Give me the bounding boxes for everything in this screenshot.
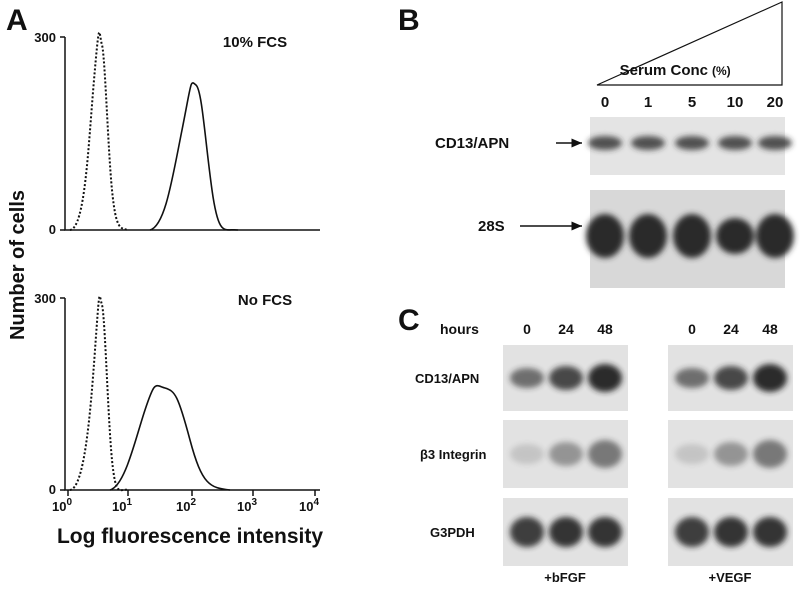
lane-label: 20 <box>767 94 784 111</box>
y-tick: 300 <box>34 30 56 45</box>
band <box>753 517 787 547</box>
band <box>673 214 711 258</box>
tick-exp: 2 <box>190 497 196 508</box>
row-label: 28S <box>478 218 505 235</box>
band <box>675 444 709 464</box>
tick-base: 10 <box>237 499 251 514</box>
band <box>588 364 622 392</box>
row-label: G3PDH <box>430 525 475 540</box>
condition: No FCS <box>238 292 292 309</box>
band <box>753 364 787 392</box>
x-ticks: 100 101 102 103 104 <box>52 497 319 514</box>
band <box>753 440 787 468</box>
gradient-triangle <box>596 1 783 86</box>
lane-label: 48 <box>762 321 778 337</box>
gradient-label: Serum Conc <box>620 62 708 79</box>
y-axis-title: Number of cells <box>7 190 29 340</box>
band <box>629 214 667 258</box>
x-tick: 100 <box>52 497 72 514</box>
lane-label: 24 <box>558 321 574 337</box>
panel-label: C <box>398 304 420 337</box>
lane-label: 0 <box>601 94 609 111</box>
band <box>586 214 624 258</box>
group-label: +VEGF <box>709 570 752 585</box>
band <box>549 442 583 466</box>
tick-exp: 3 <box>251 497 257 508</box>
band <box>631 136 665 150</box>
band <box>588 440 622 468</box>
axes <box>60 36 320 496</box>
band <box>549 366 583 390</box>
band <box>675 517 709 547</box>
condition: 10% FCS <box>223 34 287 51</box>
tick-base: 10 <box>299 499 313 514</box>
row-label: CD13/APN <box>435 135 509 152</box>
y-tick: 0 <box>49 482 56 497</box>
band <box>510 517 544 547</box>
bands <box>586 136 794 258</box>
band <box>588 136 622 150</box>
tick-base: 10 <box>112 499 126 514</box>
panel-label: A <box>6 4 28 37</box>
gradient-unit: (%) <box>712 64 731 78</box>
tick-exp: 4 <box>313 497 319 508</box>
histograms <box>69 31 239 492</box>
x-axis-title: Log fluorescence intensity <box>57 525 323 548</box>
row-label: β3 Integrin <box>420 447 487 462</box>
band <box>588 517 622 547</box>
lane-labels: 0 1 5 10 20 <box>601 94 784 111</box>
lane-label: 5 <box>688 94 696 111</box>
time-label: hours <box>440 321 479 337</box>
lane-label: 24 <box>723 321 739 337</box>
lane-label: 0 <box>688 321 696 337</box>
x-tick: 103 <box>237 497 257 514</box>
band <box>758 136 792 150</box>
band <box>716 218 754 254</box>
band <box>714 366 748 390</box>
lane-label: 0 <box>523 321 531 337</box>
x-tick: 104 <box>299 497 319 514</box>
x-tick: 101 <box>112 497 132 514</box>
band <box>714 517 748 547</box>
row-label: CD13/APN <box>415 371 479 386</box>
lane-label: 10 <box>727 94 744 111</box>
band <box>756 214 794 258</box>
group-label: +bFGF <box>544 570 586 585</box>
tick-base: 10 <box>52 499 66 514</box>
panel-label: B <box>398 4 420 37</box>
y-tick: 0 <box>49 222 56 237</box>
band <box>718 136 752 150</box>
y-tick: 300 <box>34 291 56 306</box>
tick-exp: 1 <box>126 497 132 508</box>
lane-label: 1 <box>644 94 652 111</box>
band <box>510 444 544 464</box>
tick-exp: 0 <box>66 497 72 508</box>
band <box>714 442 748 466</box>
band <box>675 368 709 388</box>
band <box>675 136 709 150</box>
tick-base: 10 <box>176 499 190 514</box>
x-tick: 102 <box>176 497 196 514</box>
band <box>549 517 583 547</box>
panel-c-content: CD13/APN β3 Integrin G3PDH 0 24 48 +bFGF 0 24 48 +… <box>415 321 793 585</box>
lane-label: 48 <box>597 321 613 337</box>
band <box>510 368 544 388</box>
